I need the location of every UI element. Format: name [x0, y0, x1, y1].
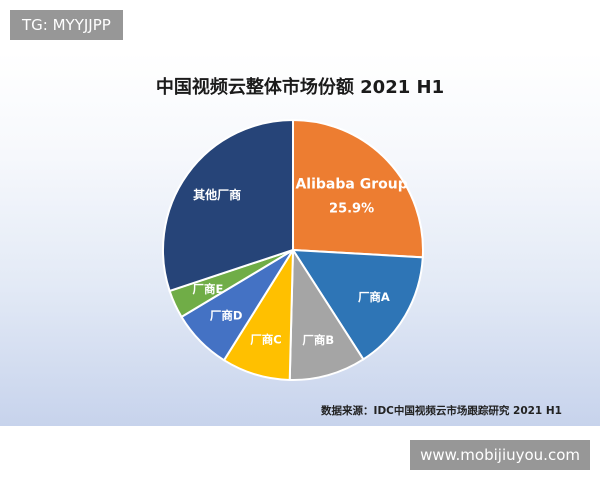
pie-slice	[291, 248, 424, 361]
slice-label: 厂商C	[250, 333, 281, 347]
slice-label: 厂商E	[192, 282, 223, 296]
watermark-bottom-right: www.mobijiuyou.com	[410, 440, 590, 470]
chart-title: 中国视频云整体市场份额 2021 H1	[155, 77, 445, 98]
watermark-top-left: TG: MYYJJPP	[10, 10, 123, 40]
pie-slice	[288, 246, 365, 381]
slice-label: 厂商A	[358, 290, 390, 304]
source-note: 数据来源：IDC中国视频云市场跟踪研究 2021 H1	[321, 405, 562, 417]
slice-label: 厂商B	[302, 333, 334, 347]
slice-label: 其他厂商	[193, 187, 241, 202]
pie-slice	[292, 118, 424, 259]
slice-label: 厂商D	[210, 309, 243, 323]
slice-label: Alibaba Group	[295, 177, 407, 193]
slice-value-label: 25.9%	[329, 202, 374, 217]
pie-slice	[162, 118, 294, 293]
